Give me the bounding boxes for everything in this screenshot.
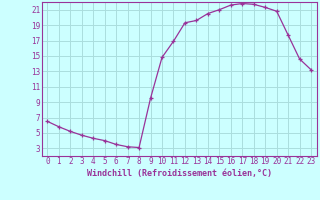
- X-axis label: Windchill (Refroidissement éolien,°C): Windchill (Refroidissement éolien,°C): [87, 169, 272, 178]
